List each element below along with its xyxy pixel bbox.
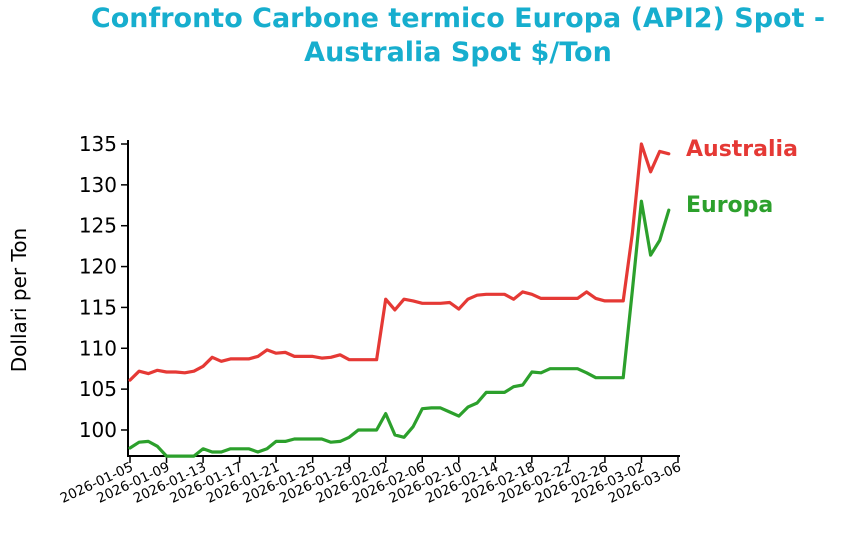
axes [127,140,680,457]
y-tick-label: 135 [79,132,117,156]
y-tick-label: 110 [79,336,117,360]
y-tick-label: 120 [79,255,117,279]
series-line-europa [128,199,671,458]
y-tick-label: 105 [79,377,117,401]
chart-title-line-1: Confronto Carbone termico Europa (API2) … [91,3,825,34]
y-axis-label: Dollari per Ton [7,228,31,372]
legend-label-europa: Europa [686,193,773,218]
chart-title-line-2: Australia Spot $/Ton [304,37,612,68]
series-line-australia [128,142,671,382]
y-tick-label: 100 [79,418,117,442]
y-tick-label: 125 [79,214,117,238]
y-tick-label: 115 [79,295,117,319]
y-tick-label: 130 [79,173,117,197]
legend-label-australia: Australia [686,137,798,162]
